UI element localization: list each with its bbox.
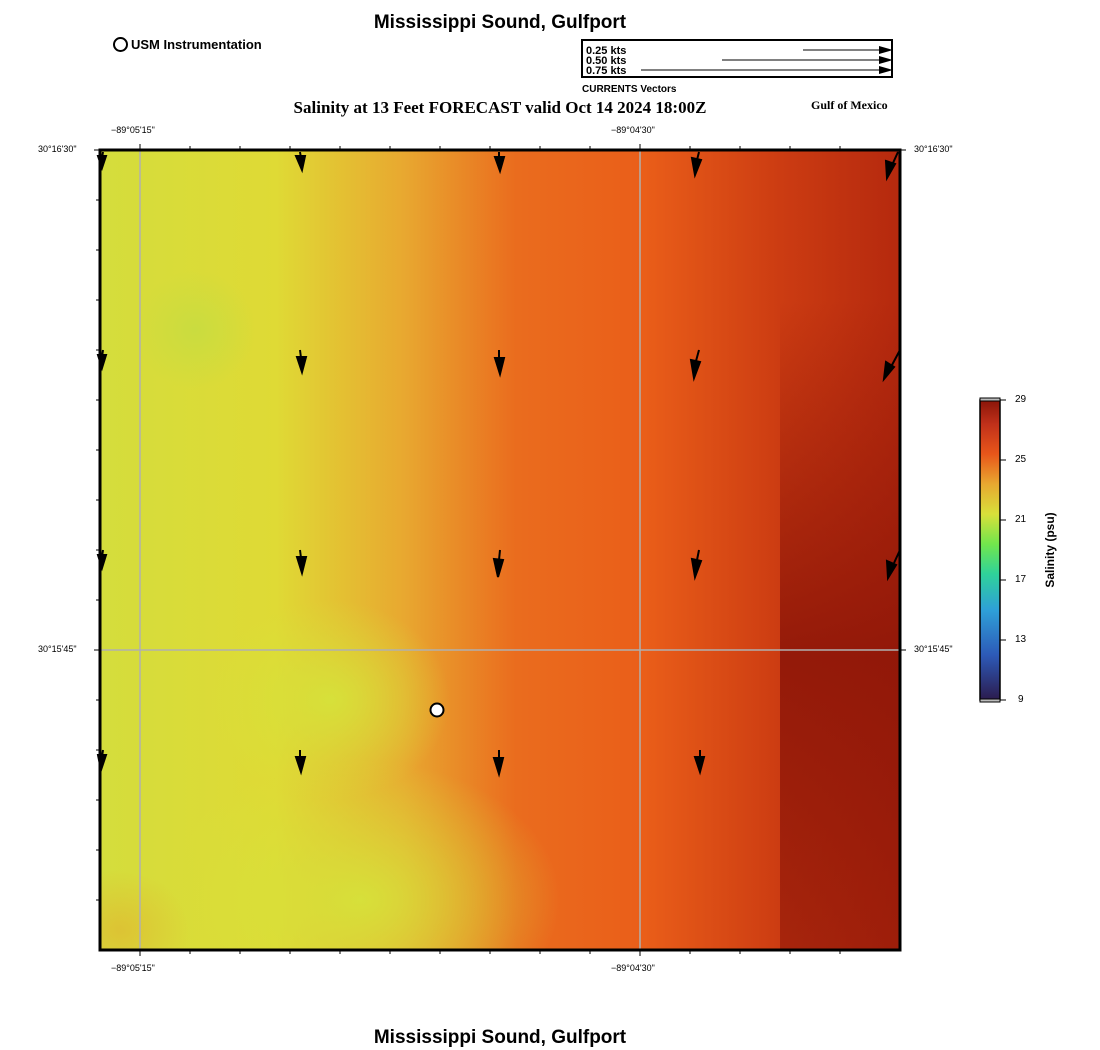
usm-station-marker[interactable] <box>429 702 445 718</box>
lon-tick-label-bottom: −89°04'30" <box>611 963 655 973</box>
lat-tick-label-right: 30°15'45" <box>914 644 953 654</box>
salinity-field <box>100 150 900 950</box>
lon-tick-label-bottom: −89°05'15" <box>111 963 155 973</box>
vector-scale-label: 0.75 kts <box>586 65 627 77</box>
frame-ticks <box>94 144 906 956</box>
current-arrow-icon <box>492 549 505 578</box>
lat-tick-label-left: 30°16'30" <box>38 144 77 154</box>
colorbar-ticks <box>1000 399 1006 701</box>
vector-scale-box: 0.25 kts 0.50 kts 0.75 kts <box>581 39 893 78</box>
current-arrow-icon <box>493 152 506 175</box>
station-legend-label: USM Instrumentation <box>131 37 262 52</box>
current-arrow-icon <box>884 151 899 182</box>
footer-title: Mississippi Sound, Gulfport <box>373 1027 627 1048</box>
current-arrow-icon <box>294 750 307 776</box>
colorbar-tick-label: 25 <box>1015 454 1027 465</box>
vector-scale-label: 0.25 kts <box>586 45 627 57</box>
vector-scale-label: 0.50 kts <box>586 55 627 67</box>
current-arrow-icon <box>493 350 506 378</box>
colorbar-tick-label: 17 <box>1015 574 1027 585</box>
current-arrow-icon <box>693 750 706 776</box>
current-arrow-icon <box>295 549 308 577</box>
lon-tick-label-top: −89°05'15" <box>111 125 155 135</box>
colorbar-tick-label: 21 <box>1015 514 1027 525</box>
current-arrow-icon <box>882 349 901 383</box>
colorbar-ramp <box>979 399 1001 701</box>
colorbar-tick-label: 29 <box>1015 394 1027 405</box>
current-arrow-icon <box>690 549 703 581</box>
current-arrow-icon <box>96 151 108 172</box>
map-title: Mississippi Sound, Gulfport <box>373 12 627 33</box>
station-legend: USM Instrumentation <box>113 37 262 52</box>
lat-tick-label-left: 30°15'45" <box>38 644 77 654</box>
current-vectors <box>96 151 901 778</box>
current-arrow-icon <box>96 749 108 774</box>
current-arrow-icon <box>885 549 901 582</box>
scale-arrowhead-icon <box>879 46 893 54</box>
lon-tick-label-top: −89°04'30" <box>611 125 655 135</box>
current-arrow-icon <box>295 349 308 376</box>
vector-scale-arrows <box>641 46 893 74</box>
current-arrow-icon <box>690 151 703 179</box>
colorbar-tick-label: 13 <box>1015 634 1027 645</box>
current-arrow-icon <box>492 750 505 778</box>
scale-arrowhead-icon <box>879 66 893 74</box>
colorbar <box>979 397 1006 703</box>
graticule <box>100 150 900 950</box>
map-subtitle: Salinity at 13 Feet FORECAST valid Oct 1… <box>293 98 707 117</box>
colorbar-tick-label: 9 <box>1018 694 1024 705</box>
current-arrow-icon <box>96 549 108 572</box>
colorbar-title: Salinity (psu) <box>1043 512 1057 588</box>
station-circle-icon <box>113 37 128 52</box>
vector-caption: CURRENTS Vectors <box>582 84 677 95</box>
current-arrow-icon <box>294 151 307 174</box>
region-label: Gulf of Mexico <box>811 98 888 112</box>
current-arrow-icon <box>689 349 702 382</box>
scale-arrowhead-icon <box>879 56 893 64</box>
lat-tick-label-right: 30°16'30" <box>914 144 953 154</box>
current-arrow-icon <box>96 349 108 372</box>
